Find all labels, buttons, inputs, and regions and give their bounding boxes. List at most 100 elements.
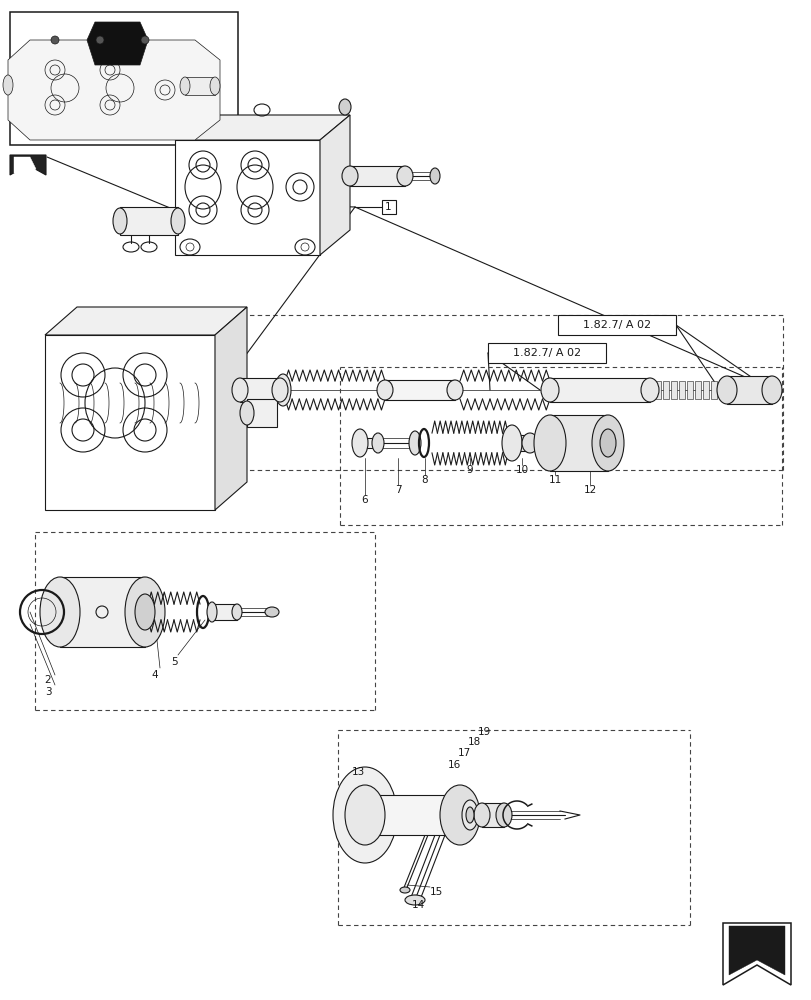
Bar: [212, 604, 237, 620]
Text: 12: 12: [582, 485, 596, 495]
Circle shape: [51, 36, 59, 44]
Bar: [381, 200, 396, 214]
Ellipse shape: [540, 378, 558, 402]
Ellipse shape: [466, 807, 474, 823]
Text: 4: 4: [152, 670, 158, 680]
Ellipse shape: [3, 75, 13, 95]
Ellipse shape: [333, 767, 397, 863]
Ellipse shape: [125, 577, 165, 647]
Bar: [557, 315, 676, 335]
Bar: [10, 12, 238, 145]
Ellipse shape: [591, 415, 623, 471]
Text: 11: 11: [547, 475, 561, 485]
Bar: [726, 376, 771, 404]
Ellipse shape: [345, 785, 384, 845]
Ellipse shape: [40, 577, 80, 647]
Ellipse shape: [640, 378, 659, 402]
Polygon shape: [728, 926, 784, 975]
Polygon shape: [10, 155, 46, 175]
Ellipse shape: [232, 604, 242, 620]
Ellipse shape: [210, 77, 220, 95]
Ellipse shape: [501, 425, 521, 461]
Bar: [694, 381, 700, 399]
Ellipse shape: [135, 594, 155, 630]
Ellipse shape: [716, 376, 736, 404]
Bar: [718, 381, 724, 399]
Bar: [702, 381, 708, 399]
Ellipse shape: [171, 208, 185, 234]
Ellipse shape: [521, 433, 538, 453]
Circle shape: [96, 36, 104, 44]
Polygon shape: [45, 335, 215, 510]
Bar: [482, 803, 504, 827]
Bar: [678, 381, 684, 399]
Bar: [663, 381, 668, 399]
Bar: [60, 577, 145, 647]
Bar: [549, 378, 649, 402]
Polygon shape: [87, 22, 148, 65]
Bar: [350, 166, 405, 186]
Text: 3: 3: [45, 687, 51, 697]
Text: 1.82.7/ A 02: 1.82.7/ A 02: [513, 348, 581, 358]
Text: 5: 5: [171, 657, 178, 667]
Ellipse shape: [461, 800, 478, 830]
Ellipse shape: [275, 374, 290, 406]
Ellipse shape: [376, 380, 393, 400]
Text: 1: 1: [384, 202, 391, 212]
Ellipse shape: [264, 607, 279, 617]
Bar: [384, 380, 454, 400]
Polygon shape: [320, 115, 350, 255]
Ellipse shape: [240, 401, 254, 425]
Polygon shape: [45, 307, 247, 335]
Ellipse shape: [496, 803, 512, 827]
Polygon shape: [14, 157, 36, 173]
Bar: [686, 381, 692, 399]
Text: 19: 19: [478, 727, 491, 737]
Bar: [247, 399, 277, 427]
Polygon shape: [215, 307, 247, 510]
Text: 2: 2: [45, 675, 51, 685]
Bar: [487, 343, 605, 363]
Bar: [365, 795, 460, 835]
Ellipse shape: [761, 376, 781, 404]
Ellipse shape: [341, 166, 358, 186]
Bar: [549, 415, 607, 471]
Ellipse shape: [599, 429, 616, 457]
Ellipse shape: [371, 433, 384, 453]
Text: 6: 6: [361, 495, 368, 505]
Text: 17: 17: [457, 748, 470, 758]
Text: 1.82.7/ A 02: 1.82.7/ A 02: [582, 320, 650, 330]
Text: 16: 16: [448, 760, 461, 770]
Bar: [670, 381, 676, 399]
Ellipse shape: [351, 429, 367, 457]
Ellipse shape: [405, 895, 424, 905]
Circle shape: [141, 36, 148, 44]
Text: 13: 13: [351, 767, 365, 777]
Bar: [710, 381, 716, 399]
Bar: [512, 435, 530, 451]
Polygon shape: [722, 923, 790, 985]
Ellipse shape: [446, 380, 462, 400]
Ellipse shape: [232, 378, 247, 402]
Bar: [359, 438, 378, 448]
Bar: [240, 378, 280, 402]
Ellipse shape: [272, 378, 288, 402]
Ellipse shape: [338, 99, 350, 115]
Ellipse shape: [180, 77, 190, 95]
Ellipse shape: [397, 166, 413, 186]
Bar: [185, 77, 215, 95]
Bar: [120, 207, 178, 235]
Text: 10: 10: [515, 465, 528, 475]
Ellipse shape: [400, 887, 410, 893]
Text: 15: 15: [430, 887, 443, 897]
Polygon shape: [175, 115, 350, 140]
Text: 18: 18: [467, 737, 481, 747]
Ellipse shape: [474, 803, 489, 827]
Polygon shape: [8, 40, 220, 140]
Ellipse shape: [409, 431, 420, 455]
Bar: [654, 381, 660, 399]
Ellipse shape: [534, 415, 565, 471]
Text: 9: 9: [466, 465, 473, 475]
Ellipse shape: [430, 168, 440, 184]
Ellipse shape: [207, 602, 217, 622]
